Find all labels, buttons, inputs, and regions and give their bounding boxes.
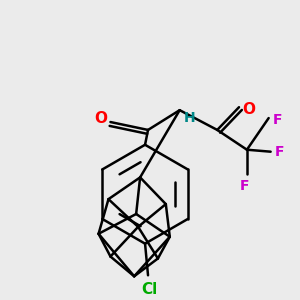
Text: F: F (275, 145, 284, 159)
Text: O: O (94, 111, 107, 126)
Text: Cl: Cl (141, 282, 157, 297)
Text: H: H (184, 111, 195, 125)
Text: O: O (242, 102, 255, 117)
Text: F: F (240, 179, 250, 193)
Text: F: F (273, 113, 282, 127)
